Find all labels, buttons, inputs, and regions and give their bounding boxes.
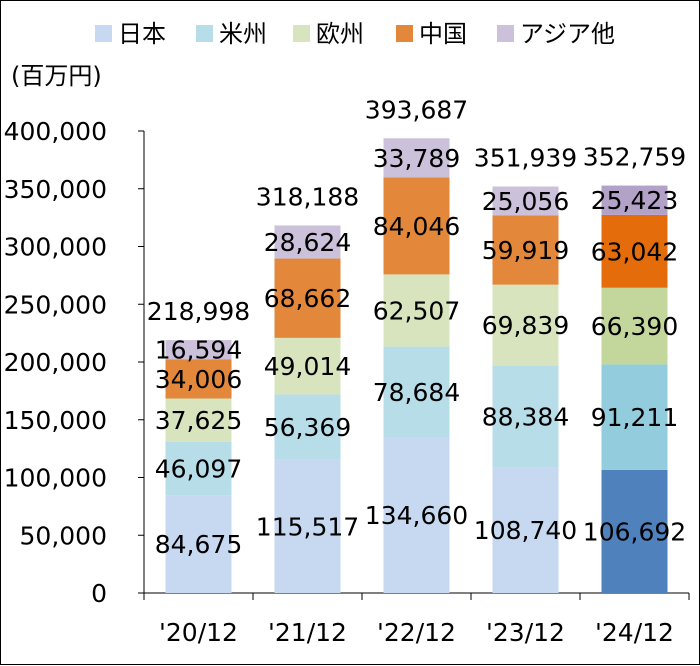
bar-segment-europe	[165, 398, 232, 442]
bars	[165, 138, 668, 593]
bar-segment-asia-other	[601, 185, 668, 215]
total-label: 351,939	[474, 144, 577, 173]
data-label-europe: 66,390	[591, 312, 678, 341]
legend-swatch-5	[497, 25, 514, 42]
x-category-label: '22/12	[377, 618, 456, 647]
data-label-china: 63,042	[591, 237, 678, 266]
legend-swatch-2	[196, 25, 213, 42]
data-label-china: 68,662	[264, 284, 351, 313]
data-label-europe: 69,839	[482, 311, 569, 340]
bar-segment-japan	[165, 495, 232, 593]
x-category-label: '21/12	[268, 618, 347, 647]
legend: 日本 米州 欧州 中国 アジア他	[95, 20, 615, 48]
bar-segment-asia-other	[492, 186, 559, 216]
data-label-china: 34,006	[155, 365, 242, 394]
data-label-americas: 56,369	[264, 413, 351, 442]
data-label-japan: 84,675	[155, 530, 242, 559]
y-tick-label: 150,000	[4, 406, 107, 435]
legend-swatch-1	[95, 25, 112, 42]
legend-label-1: 日本	[118, 20, 166, 48]
y-tick-label: 300,000	[4, 233, 107, 262]
total-label: 352,759	[583, 143, 686, 172]
bar-segment-japan	[274, 459, 341, 593]
data-label-europe: 37,625	[155, 406, 242, 435]
y-tick-label: 400,000	[4, 117, 107, 146]
y-tick-label: 200,000	[4, 348, 107, 377]
data-label-japan: 134,660	[365, 501, 468, 530]
bar-segment-asia-other	[274, 225, 341, 259]
legend-label-4: 中国	[419, 20, 467, 48]
total-label: 218,998	[147, 297, 250, 326]
legend-label-2: 米州	[219, 20, 267, 48]
y-axis-unit-label: (百万円)	[11, 62, 102, 90]
data-label-asia-other: 16,594	[155, 336, 242, 365]
bar-segment-china	[274, 258, 341, 338]
bar-segment-japan	[492, 467, 559, 593]
legend-swatch-4	[396, 25, 413, 42]
bar-segment-japan	[601, 469, 668, 593]
bar-segment-china	[383, 177, 450, 275]
bar-segment-europe	[383, 274, 450, 347]
data-label-americas: 91,211	[591, 403, 678, 432]
legend-label-3: 欧州	[316, 20, 364, 48]
data-label-japan: 115,517	[256, 512, 359, 541]
bar-segment-china	[601, 214, 668, 288]
bar-segment-americas	[601, 364, 668, 470]
total-label: 318,188	[256, 182, 359, 211]
bar-segment-europe	[274, 337, 341, 395]
legend-swatch-3	[293, 25, 310, 42]
bar-segment-europe	[601, 287, 668, 365]
y-tick-label: 0	[91, 579, 107, 608]
bar-segment-japan	[383, 437, 450, 593]
x-category-label: '24/12	[595, 618, 674, 647]
axes: 0 50,000 100,000 150,000 200,000 250,000 300,0…	[4, 117, 690, 647]
legend-label-5: アジア他	[520, 20, 615, 48]
bar-segment-americas	[165, 441, 232, 496]
data-label-china: 84,046	[373, 212, 460, 241]
data-label-japan: 106,692	[583, 517, 686, 546]
y-tick-label: 50,000	[20, 521, 107, 550]
bar-segment-china	[492, 215, 559, 285]
data-label-americas: 78,684	[373, 378, 460, 407]
bar-segment-americas	[274, 394, 341, 460]
data-label-americas: 46,097	[155, 455, 242, 484]
data-label-asia-other: 25,056	[482, 187, 569, 216]
data-label-china: 59,919	[482, 236, 569, 265]
data-label-asia-other: 33,789	[373, 144, 460, 173]
bar-segment-americas	[492, 365, 559, 468]
x-category-label: '20/12	[159, 618, 238, 647]
bar-segment-americas	[383, 346, 450, 438]
total-label: 393,687	[365, 95, 468, 124]
bar-segment-europe	[492, 284, 559, 366]
data-label-asia-other: 28,624	[264, 228, 351, 257]
bar-segment-asia-other	[383, 138, 450, 178]
x-category-label: '23/12	[486, 618, 565, 647]
y-tick-label: 250,000	[4, 290, 107, 319]
data-label-asia-other: 25,423	[591, 186, 678, 215]
y-tick-label: 100,000	[4, 464, 107, 493]
data-label-europe: 62,507	[373, 296, 460, 325]
data-label-americas: 88,384	[482, 402, 569, 431]
data-label-japan: 108,740	[474, 516, 577, 545]
bar-segment-asia-other	[165, 340, 232, 360]
data-label-europe: 49,014	[264, 352, 351, 381]
bar-segment-china	[165, 359, 232, 399]
y-tick-label: 350,000	[4, 175, 107, 204]
